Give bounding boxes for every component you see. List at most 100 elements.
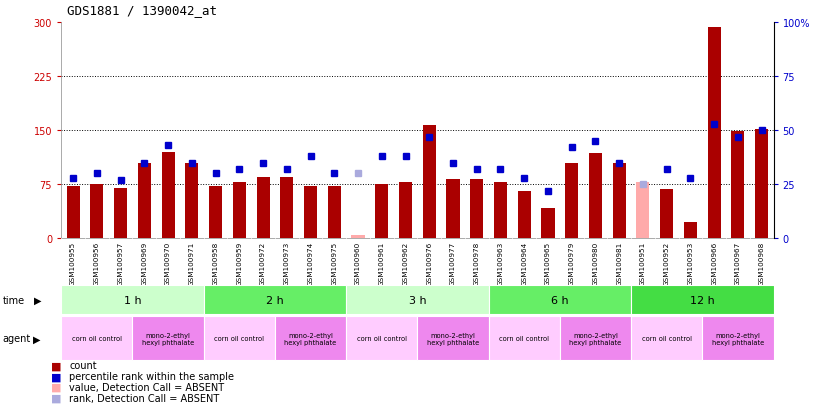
- Bar: [209, 187, 222, 239]
- Bar: [755, 129, 768, 239]
- Text: ▶: ▶: [34, 295, 42, 305]
- Text: 3 h: 3 h: [409, 295, 426, 305]
- Text: GSM100972: GSM100972: [260, 241, 266, 285]
- Bar: [346, 317, 417, 360]
- Text: corn oil control: corn oil control: [72, 335, 122, 342]
- Bar: [636, 183, 650, 239]
- Text: GSM100979: GSM100979: [569, 241, 574, 285]
- Text: GSM100975: GSM100975: [331, 241, 337, 285]
- Text: GSM100952: GSM100952: [663, 241, 670, 285]
- Text: 12 h: 12 h: [690, 295, 715, 305]
- Text: GSM100977: GSM100977: [450, 241, 456, 285]
- Bar: [138, 163, 151, 239]
- Text: GSM100969: GSM100969: [141, 241, 148, 285]
- Text: GSM100980: GSM100980: [592, 241, 598, 285]
- Text: GSM100955: GSM100955: [70, 241, 76, 285]
- Bar: [494, 183, 507, 239]
- Bar: [517, 192, 530, 239]
- Bar: [489, 317, 560, 360]
- Text: GSM100976: GSM100976: [426, 241, 432, 285]
- Text: count: count: [69, 361, 97, 370]
- Text: corn oil control: corn oil control: [357, 335, 406, 342]
- Text: GSM100961: GSM100961: [379, 241, 385, 285]
- Bar: [185, 163, 198, 239]
- Text: corn oil control: corn oil control: [499, 335, 549, 342]
- Bar: [684, 223, 697, 239]
- Text: GSM100973: GSM100973: [284, 241, 290, 285]
- Bar: [417, 317, 489, 360]
- Text: GSM100964: GSM100964: [521, 241, 527, 285]
- Bar: [233, 183, 246, 239]
- Text: GSM100951: GSM100951: [640, 241, 646, 285]
- Text: corn oil control: corn oil control: [215, 335, 264, 342]
- Text: rank, Detection Call = ABSENT: rank, Detection Call = ABSENT: [69, 393, 220, 403]
- Text: GSM100981: GSM100981: [616, 241, 623, 285]
- Bar: [346, 285, 489, 315]
- Text: GSM100958: GSM100958: [212, 241, 219, 285]
- Text: mono-2-ethyl
hexyl phthalate: mono-2-ethyl hexyl phthalate: [570, 332, 622, 345]
- Bar: [703, 317, 774, 360]
- Text: GSM100965: GSM100965: [545, 241, 551, 285]
- Bar: [470, 180, 483, 239]
- Text: GSM100978: GSM100978: [474, 241, 480, 285]
- Bar: [114, 188, 127, 239]
- Bar: [67, 187, 80, 239]
- Bar: [707, 28, 721, 239]
- Text: 1 h: 1 h: [124, 295, 141, 305]
- Text: corn oil control: corn oil control: [641, 335, 692, 342]
- Bar: [731, 132, 744, 239]
- Bar: [162, 152, 175, 239]
- Bar: [352, 236, 365, 239]
- Text: ■: ■: [51, 371, 61, 381]
- Text: ■: ■: [51, 382, 61, 392]
- Bar: [275, 317, 346, 360]
- Text: GSM100953: GSM100953: [687, 241, 694, 285]
- Bar: [328, 187, 341, 239]
- Bar: [256, 178, 269, 239]
- Bar: [446, 180, 459, 239]
- Bar: [204, 317, 275, 360]
- Bar: [375, 185, 388, 239]
- Text: agent: agent: [2, 333, 31, 344]
- Text: GSM100962: GSM100962: [402, 241, 409, 285]
- Text: GSM100959: GSM100959: [237, 241, 242, 285]
- Bar: [489, 285, 631, 315]
- Text: GSM100963: GSM100963: [498, 241, 503, 285]
- Text: GSM100974: GSM100974: [308, 241, 313, 285]
- Text: mono-2-ethyl
hexyl phthalate: mono-2-ethyl hexyl phthalate: [285, 332, 337, 345]
- Text: GSM100967: GSM100967: [735, 241, 741, 285]
- Text: GSM100960: GSM100960: [355, 241, 361, 285]
- Bar: [280, 178, 293, 239]
- Text: ▶: ▶: [33, 333, 40, 344]
- Text: ■: ■: [51, 361, 61, 370]
- Bar: [631, 285, 774, 315]
- Bar: [304, 187, 317, 239]
- Text: mono-2-ethyl
hexyl phthalate: mono-2-ethyl hexyl phthalate: [142, 332, 194, 345]
- Text: GDS1881 / 1390042_at: GDS1881 / 1390042_at: [67, 4, 217, 17]
- Text: GSM100966: GSM100966: [712, 241, 717, 285]
- Text: GSM100957: GSM100957: [118, 241, 123, 285]
- Text: ■: ■: [51, 393, 61, 403]
- Text: 2 h: 2 h: [266, 295, 284, 305]
- Text: 6 h: 6 h: [551, 295, 569, 305]
- Bar: [589, 154, 602, 239]
- Text: GSM100971: GSM100971: [188, 241, 195, 285]
- Text: percentile rank within the sample: percentile rank within the sample: [69, 371, 234, 381]
- Text: GSM100970: GSM100970: [165, 241, 171, 285]
- Bar: [204, 285, 346, 315]
- Bar: [613, 163, 626, 239]
- Bar: [565, 163, 579, 239]
- Text: value, Detection Call = ABSENT: value, Detection Call = ABSENT: [69, 382, 224, 392]
- Text: mono-2-ethyl
hexyl phthalate: mono-2-ethyl hexyl phthalate: [427, 332, 479, 345]
- Text: GSM100968: GSM100968: [759, 241, 765, 285]
- Bar: [560, 317, 631, 360]
- Bar: [660, 190, 673, 239]
- Bar: [399, 183, 412, 239]
- Bar: [423, 126, 436, 239]
- Text: mono-2-ethyl
hexyl phthalate: mono-2-ethyl hexyl phthalate: [712, 332, 764, 345]
- Bar: [91, 185, 104, 239]
- Bar: [542, 209, 555, 239]
- Bar: [61, 285, 204, 315]
- Text: time: time: [2, 295, 24, 305]
- Bar: [631, 317, 703, 360]
